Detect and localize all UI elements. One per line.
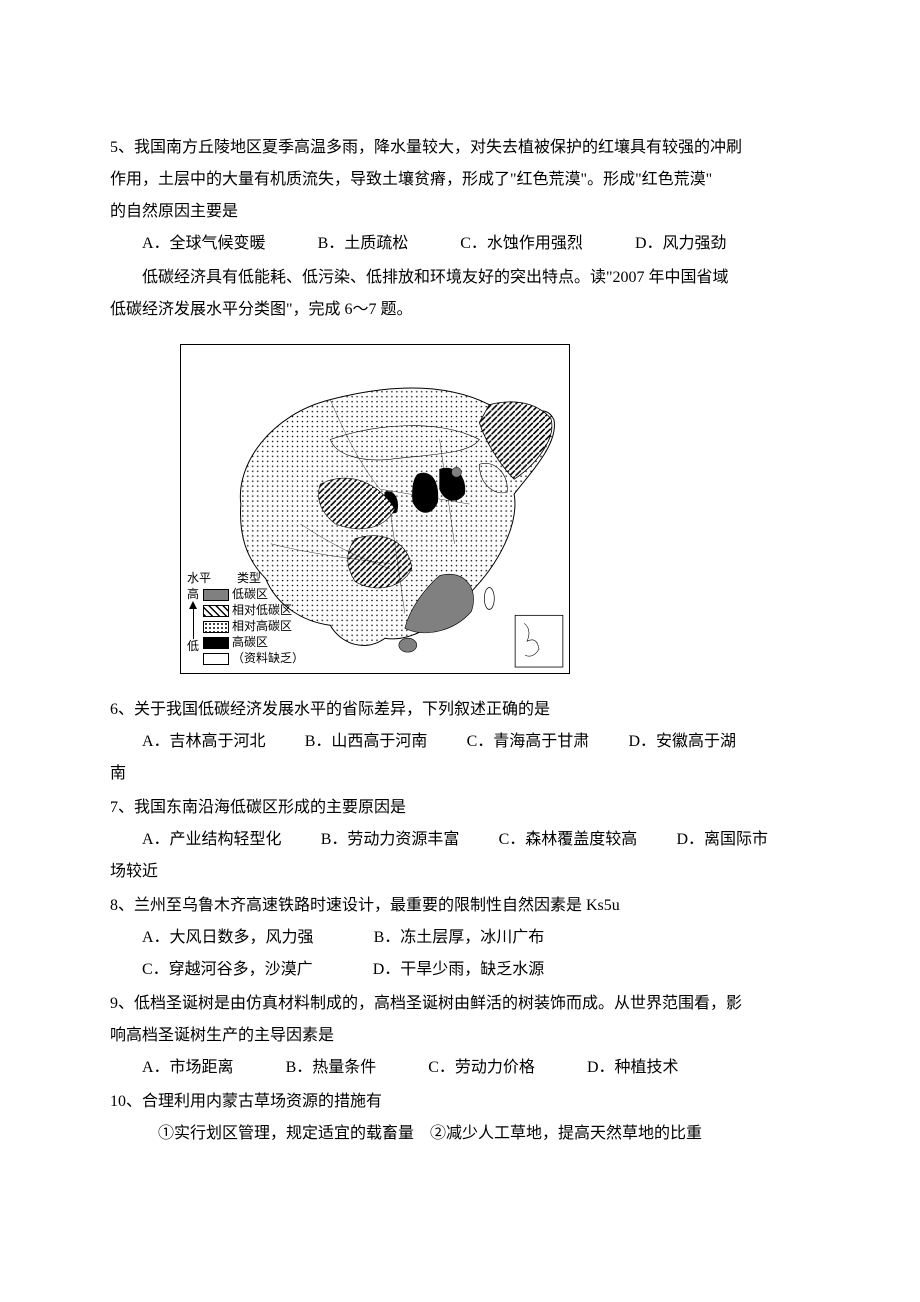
q8-options-ab: A．大风日数多，风力强 B．冻土层厚，冰川广布 [110, 922, 810, 954]
q7-opt-a: A．产业结构轻型化 [142, 824, 282, 856]
q5-line3: 的自然原因主要是 [110, 196, 810, 228]
legend-item-0: 低碳区 [203, 587, 304, 603]
q8-opt-d: D．干旱少雨，缺乏水源 [373, 954, 545, 986]
question-6: 6、关于我国低碳经济发展水平的省际差异，下列叙述正确的是 A．吉林高于河北 B．… [110, 694, 810, 790]
legend-label-2: 相对高碳区 [232, 619, 292, 635]
q6-opt-d: D．安徽高于湖 [629, 726, 737, 758]
question-7: 7、我国东南沿海低碳区形成的主要原因是 A．产业结构轻型化 B．劳动力资源丰富 … [110, 792, 810, 888]
q9-opt-a: A．市场距离 [142, 1052, 234, 1084]
question-10: 10、合理利用内蒙古草场资源的措施有 ①实行划区管理，规定适宜的载畜量 ②减少人… [110, 1086, 810, 1150]
q9-options: A．市场距离 B．热量条件 C．劳动力价格 D．种植技术 [110, 1052, 810, 1084]
q6-opt-a: A．吉林高于河北 [142, 726, 266, 758]
q5-opt-c: C．水蚀作用强烈 [460, 228, 583, 260]
legend-axis: 高 低 [187, 587, 199, 654]
q5-line2: 作用，土层中的大量有机质流失，导致土壤贫瘠，形成了"红色荒漠"。形成"红色荒漠" [110, 164, 810, 196]
q5-line1: 5、我国南方丘陵地区夏季高温多雨，降水量较大，对失去植被保护的红壤具有较强的冲刷 [110, 132, 810, 164]
legend-item-3: 高碳区 [203, 635, 304, 651]
map-legend: 水平 类型 高 低 低碳区 相对低碳区 [187, 571, 304, 667]
intro67-line2: 低碳经济发展水平分类图"，完成 6～7 题。 [110, 294, 810, 326]
q6-opt-c: C．青海高于甘肃 [467, 726, 590, 758]
region-taiwan [484, 588, 494, 610]
q8-stem: 8、兰州至乌鲁木齐高速铁路时速设计，最重要的限制性自然因素是 Ks5u [110, 890, 810, 922]
swatch-gray [203, 589, 229, 601]
q10-item2: ②减少人工草地，提高天然草地的比重 [430, 1125, 702, 1142]
swatch-hatch [203, 605, 229, 617]
q9-opt-d: D．种植技术 [587, 1052, 679, 1084]
q8-opt-c: C．穿越河谷多，沙漠广 [142, 954, 313, 986]
region-shanxi-black [412, 473, 437, 513]
legend-label-1: 相对低碳区 [232, 603, 292, 619]
q7-opt-c: C．森林覆盖度较高 [499, 824, 638, 856]
q7-opt-b: B．劳动力资源丰富 [321, 824, 460, 856]
legend-label-3: 高碳区 [232, 635, 268, 651]
region-hainan-gray [399, 638, 417, 652]
swatch-white [203, 653, 229, 665]
q9-stem-l1: 9、低档圣诞树是由仿真材料制成的，高档圣诞树由鲜活的树装饰而成。从世界范围看，影 [110, 988, 810, 1020]
q7-opt-d-wrap: 场较近 [110, 856, 810, 888]
legend-hdr-right: 类型 [237, 571, 261, 587]
legend-label-4: （资料缺乏） [232, 651, 304, 667]
intro-6-7: 低碳经济具有低能耗、低污染、低排放和环境友好的突出特点。读"2007 年中国省域… [110, 262, 810, 326]
q9-opt-c: C．劳动力价格 [428, 1052, 535, 1084]
q5-opt-b: B．土质疏松 [318, 228, 409, 260]
intro67-line1: 低碳经济具有低能耗、低污染、低排放和环境友好的突出特点。读"2007 年中国省域 [110, 262, 810, 294]
q8-opt-b: B．冻土层厚，冰川广布 [374, 922, 545, 954]
question-8: 8、兰州至乌鲁木齐高速铁路时速设计，最重要的限制性自然因素是 Ks5u A．大风… [110, 890, 810, 986]
q8-opt-a: A．大风日数多，风力强 [142, 922, 314, 954]
axis-top: 高 [187, 587, 199, 601]
q5-opt-a: A．全球气候变暖 [142, 228, 266, 260]
q10-item1: ①实行划区管理，规定适宜的载畜量 [158, 1125, 414, 1142]
q7-options: A．产业结构轻型化 B．劳动力资源丰富 C．森林覆盖度较高 D．离国际市 [110, 824, 810, 856]
axis-bottom: 低 [187, 639, 199, 653]
china-low-carbon-map: 水平 类型 高 低 低碳区 相对低碳区 [180, 344, 570, 674]
legend-item-1: 相对低碳区 [203, 603, 304, 619]
legend-item-4: （资料缺乏） [203, 651, 304, 667]
q5-options: A．全球气候变暖 B．土质疏松 C．水蚀作用强烈 D．风力强劲 [110, 228, 810, 260]
legend-hdr-left: 水平 [187, 571, 211, 587]
q6-opt-b: B．山西高于河南 [305, 726, 428, 758]
q6-opt-d-wrap: 南 [110, 758, 810, 790]
q6-options: A．吉林高于河北 B．山西高于河南 C．青海高于甘肃 D．安徽高于湖 [110, 726, 810, 758]
q10-stem: 10、合理利用内蒙古草场资源的措施有 [110, 1086, 810, 1118]
arrow-line [193, 609, 194, 639]
q9-opt-b: B．热量条件 [286, 1052, 377, 1084]
q8-options-cd: C．穿越河谷多，沙漠广 D．干旱少雨，缺乏水源 [110, 954, 810, 986]
q9-stem-l2: 响高档圣诞树生产的主导因素是 [110, 1020, 810, 1052]
swatch-black [203, 637, 229, 649]
q7-opt-d: D．离国际市 [677, 824, 769, 856]
arrow-up-icon [189, 601, 197, 609]
question-5: 5、我国南方丘陵地区夏季高温多雨，降水量较大，对失去植被保护的红壤具有较强的冲刷… [110, 132, 810, 260]
q10-subitems: ①实行划区管理，规定适宜的载畜量 ②减少人工草地，提高天然草地的比重 [110, 1118, 810, 1150]
q6-stem: 6、关于我国低碳经济发展水平的省际差异，下列叙述正确的是 [110, 694, 810, 726]
legend-label-0: 低碳区 [232, 587, 268, 603]
swatch-dots [203, 621, 229, 633]
question-9: 9、低档圣诞树是由仿真材料制成的，高档圣诞树由鲜活的树装饰而成。从世界范围看，影… [110, 988, 810, 1084]
scs-inset [515, 615, 563, 667]
q7-stem: 7、我国东南沿海低碳区形成的主要原因是 [110, 792, 810, 824]
q5-opt-d: D．风力强劲 [635, 228, 727, 260]
region-beijing-gray [452, 467, 462, 477]
legend-item-2: 相对高碳区 [203, 619, 304, 635]
